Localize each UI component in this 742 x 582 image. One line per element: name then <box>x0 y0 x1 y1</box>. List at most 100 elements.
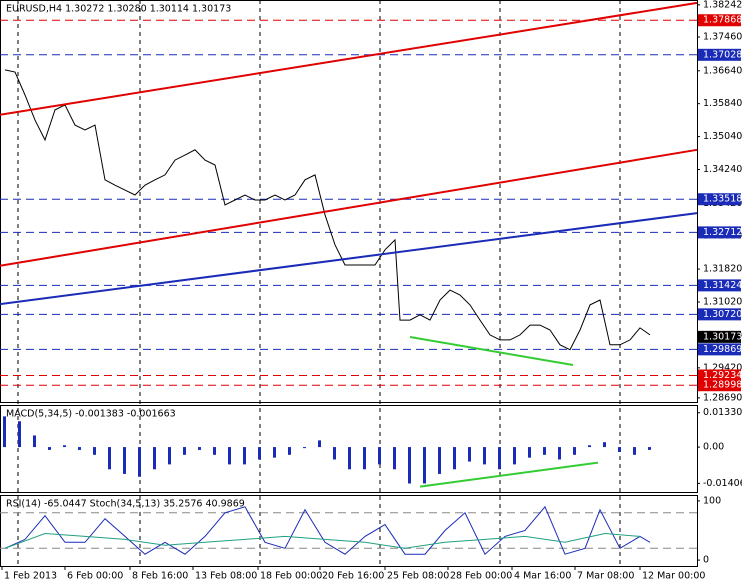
y-tick-label: 1.31820 <box>703 264 742 275</box>
histogram-bar <box>588 445 591 448</box>
histogram-bar <box>108 447 111 470</box>
histogram-bar <box>153 447 156 470</box>
histogram-bar <box>93 447 96 455</box>
osc-frame <box>0 495 698 567</box>
level-tag <box>698 343 741 356</box>
level-box: 1.29234 <box>698 369 742 382</box>
level-tag <box>698 193 741 206</box>
last-price-tag <box>698 330 741 343</box>
vertical-grid <box>17 0 621 566</box>
x-tick-label: 7 Mar 08:00 <box>577 571 634 582</box>
histogram-bar <box>168 447 171 465</box>
histogram-bar <box>138 447 141 477</box>
histogram-bar <box>498 447 501 470</box>
level-box: 1.29869 <box>698 343 742 356</box>
histogram-bar <box>543 447 546 455</box>
panel-title: EURUSD,H4 1.30272 1.30280 1.30114 1.3017… <box>6 4 231 15</box>
level-tag <box>698 279 741 292</box>
histogram-bar <box>408 447 411 484</box>
histogram-bar <box>618 447 621 452</box>
histogram-bar <box>78 447 81 450</box>
trend-line <box>0 148 698 267</box>
price-frame <box>0 0 698 403</box>
histogram-bar <box>213 447 216 455</box>
histogram-bar <box>513 447 516 465</box>
histogram-bar <box>288 447 291 455</box>
x-tick-label: 12 Mar 00:00 <box>642 571 705 582</box>
level-label: 1.29869 <box>703 344 742 355</box>
level-tag <box>698 369 741 382</box>
histogram-bar <box>123 447 126 474</box>
trend-line <box>419 461 599 488</box>
histogram-bar <box>378 447 381 465</box>
histogram-bar <box>558 447 561 460</box>
histogram-bar <box>318 440 321 448</box>
y-tick-label: 0 <box>703 555 709 566</box>
level-label: 1.31424 <box>703 280 742 291</box>
level-label: 1.37028 <box>703 49 742 60</box>
indicator-line <box>4 532 641 549</box>
trend-line <box>409 336 574 366</box>
y-tick-label: 1.34240 <box>703 164 742 175</box>
level-label: 1.28998 <box>703 380 742 391</box>
x-tick-label: 13 Feb 08:00 <box>195 571 257 582</box>
y-tick-label: 0.00 <box>703 442 724 453</box>
histogram-bar <box>393 447 396 470</box>
x-tick-label: 4 Mar 16:00 <box>514 571 571 582</box>
histogram-bar <box>273 447 276 458</box>
trend-line <box>0 1 698 116</box>
level-label: 1.37868 <box>703 15 742 26</box>
y-tick-label: 1.35840 <box>703 98 742 109</box>
level-box: 1.31424 <box>698 279 742 292</box>
level-tag <box>698 308 741 321</box>
histogram-bar <box>633 447 636 455</box>
level-tag <box>698 226 741 239</box>
y-tick-label: 1.35040 <box>703 131 742 142</box>
level-label: 1.33518 <box>703 194 742 205</box>
x-tick-label: 18 Feb 00:00 <box>260 571 322 582</box>
histogram-bar <box>3 416 6 448</box>
histogram-bar <box>18 421 21 448</box>
last-price-box: 1.30173 <box>698 330 742 343</box>
level-box: 1.37028 <box>698 48 742 61</box>
level-tag <box>698 48 741 61</box>
histogram-bar <box>483 447 486 465</box>
histogram-bar <box>303 447 306 449</box>
level-box: 1.37868 <box>698 14 742 27</box>
histogram-bar <box>258 447 261 460</box>
frames <box>0 0 698 567</box>
panel-title: MACD(5,34,5) -0.001383 -0.001663 <box>6 409 176 420</box>
x-tick-label: 1 Feb 2013 <box>4 571 57 582</box>
y-tick-label: 1.31020 <box>703 297 742 308</box>
x-tick-label: 8 Feb 16:00 <box>132 571 188 582</box>
histogram-bar <box>243 447 246 465</box>
y-tick-label: 100 <box>703 495 721 506</box>
level-box: 1.30720 <box>698 308 742 321</box>
histogram-bar <box>648 447 651 450</box>
level-label: 1.29234 <box>703 370 742 381</box>
y-tick-label: -0.014063 <box>703 478 742 489</box>
macd-frame <box>0 405 698 493</box>
level-box: 1.28998 <box>698 379 742 392</box>
y-tick-label: 0.013308 <box>703 407 742 418</box>
level-label: 1.32712 <box>703 227 742 238</box>
histogram-bar <box>438 447 441 474</box>
histogram-bar <box>183 447 186 455</box>
histogram-bar <box>423 447 426 484</box>
histogram-bar <box>33 435 36 448</box>
histogram-bar <box>198 447 201 450</box>
y-tick-label: 1.36640 <box>703 65 742 76</box>
histogram-bar <box>348 447 351 470</box>
level-tag <box>698 379 741 392</box>
histogram-bar <box>528 447 531 458</box>
y-tick-label: 1.38242 <box>703 0 742 10</box>
y-tick-label: 1.28690 <box>703 392 742 403</box>
histogram-bar <box>603 442 606 448</box>
level-tag <box>698 14 741 27</box>
histogram-bar <box>48 447 51 450</box>
x-tick-label: 6 Feb 00:00 <box>67 571 123 582</box>
trend-line <box>0 212 698 306</box>
histogram-bar <box>363 447 366 470</box>
